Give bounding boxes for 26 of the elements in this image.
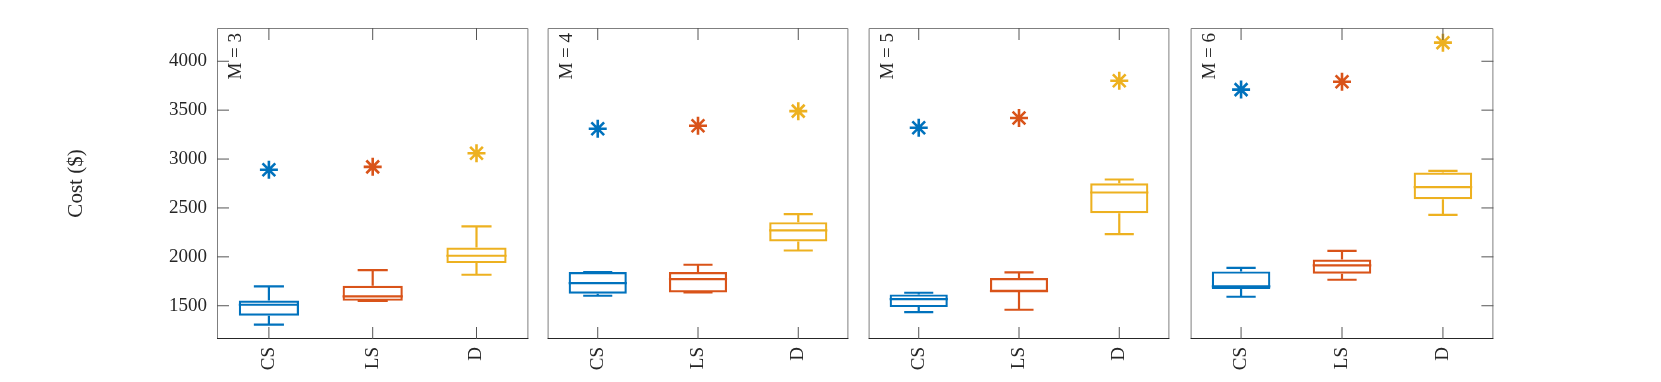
y-axis-title: Cost ($) [63, 149, 88, 218]
y-tick-label: 1500 [169, 293, 207, 315]
text: M = 4 [555, 32, 577, 80]
x-tick-label: CS [256, 347, 278, 371]
x-tick-label: D [464, 347, 486, 361]
x-tick-label: D [1107, 347, 1129, 361]
y-tick-label: 2000 [169, 244, 207, 266]
x-tick-label: LS [1006, 347, 1028, 370]
x-tick-label: CS [906, 347, 928, 371]
point [362, 156, 383, 178]
x-tick-label: CS [585, 347, 607, 371]
x-tick-label: D [1430, 347, 1452, 361]
x-tick-label: D [786, 347, 808, 361]
y-tick-label: 3500 [169, 98, 207, 120]
x-tick-label: LS [1329, 347, 1351, 370]
text: M = 6 [1198, 33, 1220, 80]
x-tick-label: LS [685, 347, 707, 370]
point [466, 142, 487, 164]
y-tick-label: 2500 [169, 195, 207, 217]
y-tick-label: 3000 [169, 147, 207, 169]
text: M = 3 [224, 33, 246, 80]
y-tick-label: 4000 [169, 49, 207, 71]
x-tick-label: CS [1229, 347, 1251, 371]
point [258, 159, 280, 181]
text: M = 5 [876, 33, 898, 80]
x-tick-label: LS [360, 347, 382, 370]
